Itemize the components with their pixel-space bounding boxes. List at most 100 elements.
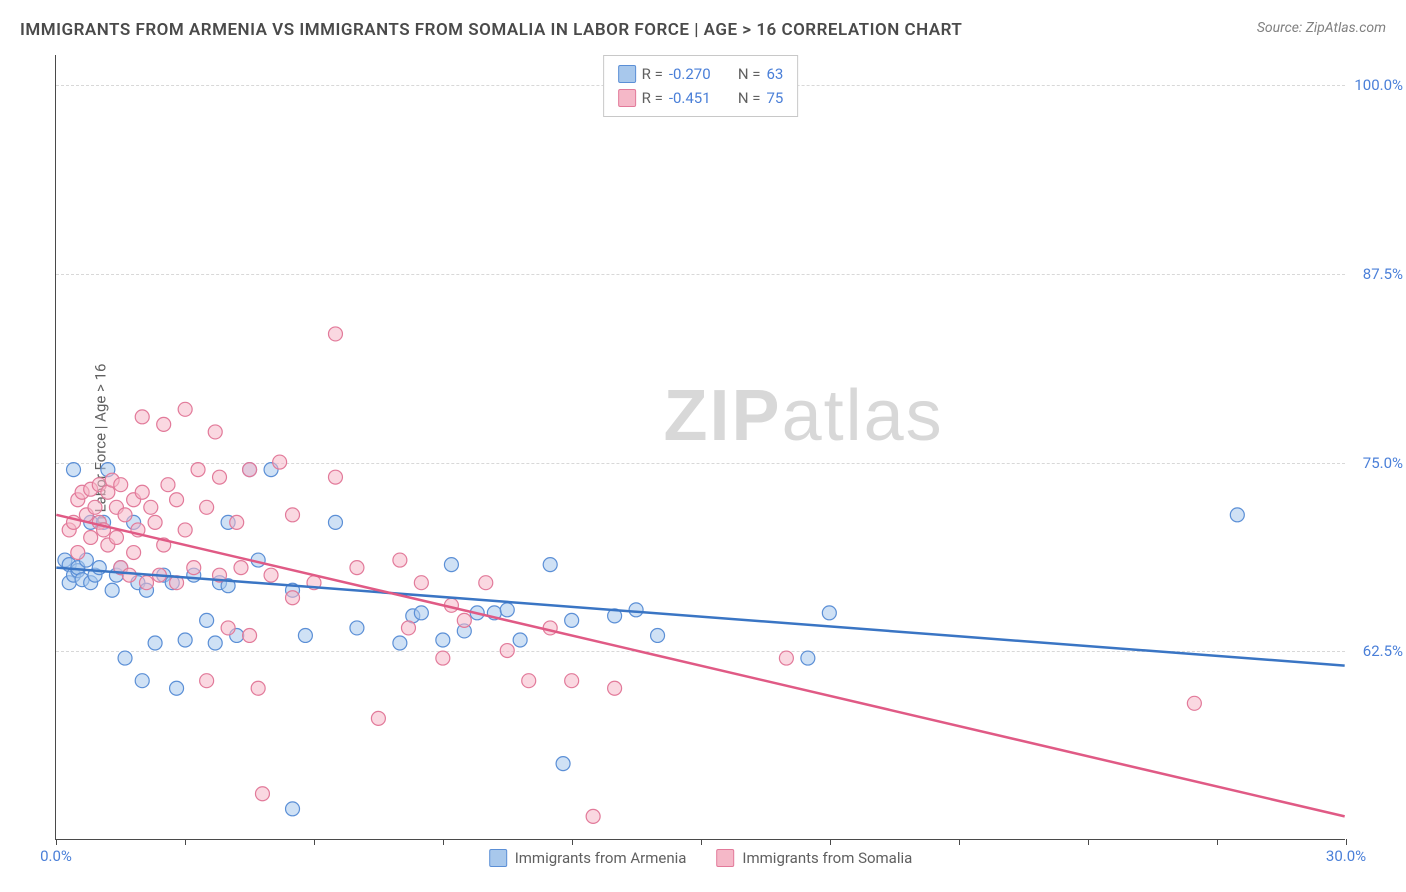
scatter-point [170, 681, 184, 695]
scatter-point [135, 410, 149, 424]
scatter-point [629, 603, 643, 617]
x-tick [185, 839, 186, 845]
scatter-point [608, 681, 622, 695]
scatter-point [213, 470, 227, 484]
scatter-point [178, 402, 192, 416]
scatter-point [328, 327, 342, 341]
scatter-point [393, 636, 407, 650]
scatter-point [187, 561, 201, 575]
x-tick [701, 839, 702, 845]
scatter-point [148, 515, 162, 529]
scatter-point [556, 757, 570, 771]
scatter-point [371, 711, 385, 725]
scatter-point [436, 633, 450, 647]
scatter-point [264, 568, 278, 582]
scatter-point [414, 606, 428, 620]
scatter-point [457, 613, 471, 627]
legend-row-somalia: R = -0.451 N = 75 [618, 86, 784, 110]
x-tick [56, 839, 57, 845]
scatter-point [122, 568, 136, 582]
scatter-point [200, 500, 214, 514]
scatter-point [1230, 508, 1244, 522]
scatter-point [200, 674, 214, 688]
scatter-point [230, 515, 244, 529]
scatter-point [144, 500, 158, 514]
y-tick-label: 62.5% [1353, 642, 1403, 660]
scatter-point [444, 558, 458, 572]
chart-container: IMMIGRANTS FROM ARMENIA VS IMMIGRANTS FR… [0, 0, 1406, 892]
scatter-point [178, 633, 192, 647]
x-tick [1217, 839, 1218, 845]
scatter-point [822, 606, 836, 620]
x-tick-label: 0.0% [40, 847, 72, 865]
scatter-point [350, 561, 364, 575]
scatter-point [148, 636, 162, 650]
scatter-point [243, 463, 257, 477]
legend-item-armenia: Immigrants from Armenia [489, 849, 687, 867]
scatter-point [298, 628, 312, 642]
scatter-point [161, 478, 175, 492]
scatter-point [118, 651, 132, 665]
scatter-point [84, 530, 98, 544]
scatter-point [350, 621, 364, 635]
swatch-armenia [618, 65, 636, 83]
x-tick [830, 839, 831, 845]
x-tick [314, 839, 315, 845]
x-tick [1346, 839, 1347, 845]
y-tick-label: 100.0% [1353, 76, 1403, 94]
x-tick [959, 839, 960, 845]
x-tick-label: 30.0% [1326, 847, 1366, 865]
y-tick-label: 87.5% [1353, 265, 1403, 283]
scatter-point [140, 576, 154, 590]
y-tick-label: 75.0% [1353, 454, 1403, 472]
scatter-point [1187, 696, 1201, 710]
scatter-point [191, 463, 205, 477]
scatter-point [273, 455, 287, 469]
source-label: Source: ZipAtlas.com [1257, 20, 1386, 36]
scatter-point [243, 628, 257, 642]
scatter-point [251, 681, 265, 695]
scatter-point [135, 485, 149, 499]
legend-row-armenia: R = -0.270 N = 63 [618, 62, 784, 86]
scatter-point [286, 591, 300, 605]
scatter-point [801, 651, 815, 665]
scatter-point [779, 651, 793, 665]
regression-line [56, 568, 1344, 666]
scatter-point [479, 576, 493, 590]
scatter-svg [56, 55, 1345, 839]
scatter-point [414, 576, 428, 590]
scatter-point [586, 809, 600, 823]
scatter-point [543, 558, 557, 572]
scatter-point [71, 546, 85, 560]
scatter-point [286, 508, 300, 522]
scatter-point [135, 674, 149, 688]
swatch-somalia [618, 89, 636, 107]
scatter-point [105, 583, 119, 597]
scatter-point [118, 508, 132, 522]
scatter-point [513, 633, 527, 647]
plot-area: ZIPatlas R = -0.270 N = 63 R = -0.451 N … [55, 55, 1345, 840]
x-tick [443, 839, 444, 845]
scatter-point [286, 802, 300, 816]
scatter-point [500, 644, 514, 658]
scatter-point [565, 613, 579, 627]
scatter-point [234, 561, 248, 575]
scatter-point [157, 417, 171, 431]
scatter-point [651, 628, 665, 642]
scatter-point [114, 478, 128, 492]
scatter-point [109, 530, 123, 544]
scatter-point [221, 621, 235, 635]
scatter-point [565, 674, 579, 688]
legend-correlation: R = -0.270 N = 63 R = -0.451 N = 75 [603, 55, 799, 117]
scatter-point [127, 546, 141, 560]
scatter-point [401, 621, 415, 635]
scatter-point [328, 470, 342, 484]
scatter-point [255, 787, 269, 801]
x-tick [572, 839, 573, 845]
scatter-point [178, 523, 192, 537]
scatter-point [500, 603, 514, 617]
legend-item-somalia: Immigrants from Somalia [716, 849, 912, 867]
scatter-point [67, 463, 81, 477]
scatter-point [200, 613, 214, 627]
scatter-point [436, 651, 450, 665]
